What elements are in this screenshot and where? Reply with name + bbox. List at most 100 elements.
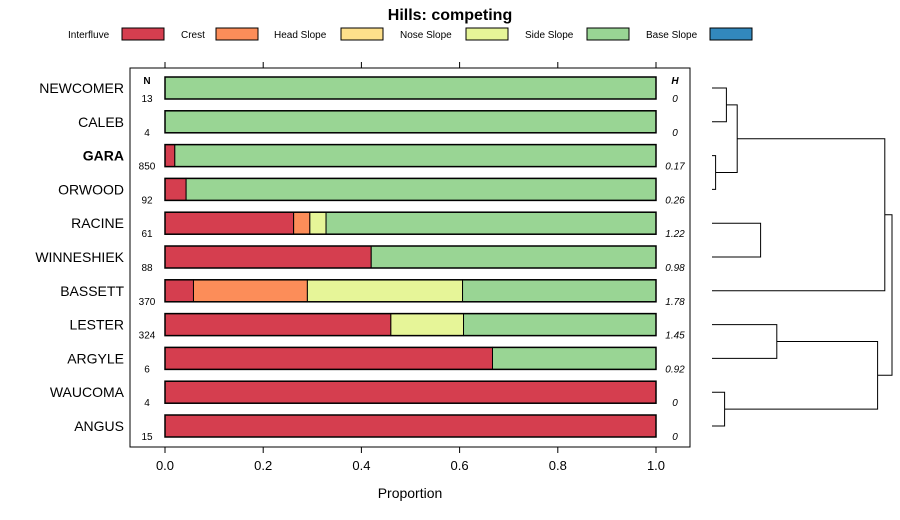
n-value: 88 [141, 263, 153, 274]
bar-segment [164, 76, 657, 100]
legend-swatch [215, 27, 259, 41]
n-value: 4 [144, 128, 150, 139]
n-value: 850 [139, 162, 156, 173]
bar-segment [164, 279, 194, 303]
h-header: H [671, 76, 679, 87]
dendrogram-link [712, 155, 717, 190]
bar-segment [164, 414, 657, 438]
row-label: BASSETT [60, 283, 124, 299]
h-value: 1.78 [665, 297, 685, 308]
h-value: 0.17 [665, 162, 685, 173]
bar-segment [306, 279, 464, 303]
legend-swatch [586, 27, 630, 41]
bar-segment [309, 211, 327, 235]
row-label: RACINE [71, 215, 124, 231]
legend-label: Nose Slope [400, 30, 452, 41]
bar-segment [491, 346, 657, 370]
n-value: 13 [141, 94, 153, 105]
x-tick-label: 0.8 [549, 458, 567, 473]
h-value: 0.92 [665, 364, 685, 375]
row-label: WAUCOMA [50, 384, 125, 400]
n-value: 4 [144, 398, 150, 409]
bar-segment [164, 245, 372, 269]
n-value: 15 [141, 432, 153, 443]
legend-label: Crest [181, 30, 205, 41]
bar-outline [164, 211, 657, 235]
legend-label: Side Slope [525, 30, 574, 41]
h-value: 0.98 [665, 263, 685, 274]
bar-outline [164, 279, 657, 303]
bar-segment [164, 211, 295, 235]
legend-label: Interfluve [68, 30, 110, 41]
n-value: 61 [141, 229, 153, 240]
legend-label: Base Slope [646, 30, 698, 41]
bar-outline [164, 414, 657, 438]
bar-outline [164, 76, 657, 100]
h-value: 0.26 [665, 195, 685, 206]
x-axis: 0.0 0.2 0.4 0.6 0.8 1.0 [156, 62, 665, 473]
row-label: LESTER [70, 317, 124, 333]
x-tick-label: 0.2 [254, 458, 272, 473]
h-value: 0 [672, 432, 678, 443]
row-label: ANGUS [74, 418, 124, 434]
bar-outline [164, 110, 657, 134]
h-value: 0 [672, 94, 678, 105]
bar-segment [164, 313, 392, 337]
legend-label: Head Slope [274, 30, 327, 41]
bar-segment [293, 211, 311, 235]
bar-outline [164, 380, 657, 404]
bar-segment [164, 144, 176, 168]
chart-title: Hills: competing [388, 7, 512, 24]
legend-swatch [340, 27, 384, 41]
bar-segment [164, 110, 657, 134]
bar-segment [462, 279, 657, 303]
row-label: ARGYLE [67, 350, 124, 366]
bar-segment [192, 279, 308, 303]
bar-segment [174, 144, 657, 168]
bar-segment [164, 177, 187, 201]
dendrogram-link [712, 391, 726, 427]
dendrogram [712, 87, 893, 427]
legend-swatch [121, 27, 165, 41]
x-axis-label: Proportion [378, 485, 443, 501]
n-values: 13 4 850 92 61 88 370 324 6 4 15 [139, 94, 156, 443]
h-values: 0 0 0.17 0.26 1.22 0.98 1.78 1.45 0.92 0 0 [665, 94, 685, 443]
x-tick-label: 0.6 [451, 458, 469, 473]
x-tick-label: 0.4 [352, 458, 370, 473]
legend-swatch [465, 27, 509, 41]
row-labels: NEWCOMER CALEB GARA ORWOOD RACINE WINNESHIEK B… [35, 80, 124, 434]
dendrogram-link [712, 138, 886, 292]
dendrogram-link [712, 87, 727, 123]
row-label: CALEB [78, 114, 124, 130]
legend-swatch [709, 27, 753, 41]
bar-segment [164, 380, 657, 404]
plot-panel [129, 67, 691, 448]
x-tick-label: 1.0 [647, 458, 665, 473]
n-value: 370 [139, 297, 156, 308]
bar-segment [185, 177, 657, 201]
h-value: 1.22 [665, 229, 685, 240]
bar-segment [370, 245, 657, 269]
x-tick-label: 0.0 [156, 458, 174, 473]
bar-segment [325, 211, 657, 235]
legend: Interfluve Crest Head Slope Nose Slope Side … [68, 27, 753, 41]
bar-outline [164, 143, 657, 168]
h-value: 0 [672, 128, 678, 139]
h-value: 0 [672, 398, 678, 409]
bar-outline [164, 346, 657, 371]
dendrogram-link [724, 341, 879, 410]
row-label: NEWCOMER [39, 80, 124, 96]
dendrogram-link [877, 214, 893, 376]
row-label: GARA [83, 148, 124, 164]
n-value: 324 [139, 331, 156, 342]
bars-group [164, 76, 657, 438]
dendrogram-link [712, 324, 778, 359]
n-value: 6 [144, 364, 150, 375]
bar-outline [164, 177, 657, 202]
row-label: ORWOOD [58, 181, 124, 197]
bar-segment [390, 313, 465, 337]
dendrogram-link [712, 222, 762, 258]
n-value: 92 [141, 195, 153, 206]
h-value: 1.45 [665, 331, 685, 342]
